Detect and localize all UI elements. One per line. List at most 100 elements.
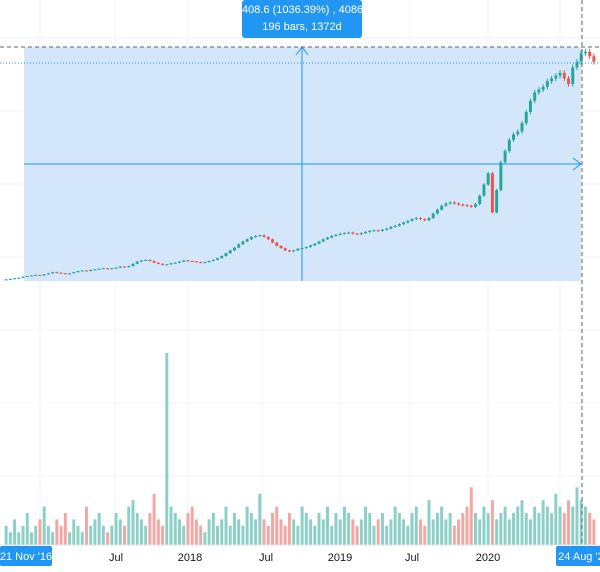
candle-body bbox=[262, 235, 266, 237]
candle-body bbox=[575, 61, 579, 68]
volume-bar bbox=[368, 513, 372, 545]
candle-body bbox=[59, 272, 63, 274]
volume-bar bbox=[512, 513, 516, 545]
volume-bar bbox=[228, 525, 232, 545]
time-axis: Jul 2018 Jul 2019 Jul 2020 21 Nov '16 24 Aug '2… bbox=[0, 544, 600, 572]
candle-body bbox=[131, 263, 135, 267]
candle-body bbox=[410, 219, 414, 221]
candle-body bbox=[114, 267, 118, 269]
candle-body bbox=[330, 235, 334, 238]
volume-bar bbox=[97, 513, 101, 545]
candle-body bbox=[211, 259, 215, 261]
candle-body bbox=[368, 230, 372, 232]
volume-bar bbox=[300, 506, 304, 545]
candle-body bbox=[152, 261, 156, 263]
candle-body bbox=[182, 260, 186, 262]
candle-body bbox=[139, 260, 143, 262]
volume-bar bbox=[165, 353, 169, 545]
volume-bar bbox=[190, 506, 194, 545]
candle-body bbox=[4, 279, 8, 281]
candle-body bbox=[38, 274, 42, 276]
candle-body bbox=[123, 266, 126, 268]
volume-bar bbox=[304, 513, 308, 545]
candle-body bbox=[347, 232, 351, 234]
candle-body bbox=[300, 248, 304, 250]
candle-body bbox=[72, 272, 76, 274]
candle-body bbox=[533, 92, 537, 101]
volume-bar bbox=[156, 519, 160, 545]
volume-bar bbox=[385, 525, 389, 545]
candle-body bbox=[469, 205, 473, 207]
candle-body bbox=[389, 226, 393, 229]
candle-body bbox=[393, 225, 397, 227]
candle-body bbox=[296, 248, 300, 251]
candle-body bbox=[478, 195, 482, 205]
volume-bar bbox=[537, 513, 541, 545]
volume-bar bbox=[211, 513, 215, 545]
candle-body bbox=[385, 228, 389, 230]
volume-bar bbox=[541, 500, 545, 545]
candle-body bbox=[194, 261, 198, 263]
volume-bar bbox=[520, 500, 524, 545]
volume-bar bbox=[139, 519, 143, 545]
candle-body bbox=[169, 263, 173, 265]
volume-bar bbox=[444, 519, 448, 545]
time-axis-tick: Jul bbox=[259, 552, 273, 564]
volume-bar bbox=[296, 525, 300, 545]
volume-bar bbox=[380, 513, 384, 545]
candle-body bbox=[583, 51, 587, 54]
candle-body bbox=[376, 230, 380, 232]
volume-bar bbox=[207, 519, 211, 545]
candle-body bbox=[541, 86, 545, 90]
volume-bar bbox=[283, 525, 287, 545]
volume-bar bbox=[30, 532, 33, 545]
time-axis-bg bbox=[0, 545, 600, 572]
candle-body bbox=[203, 262, 207, 264]
candle-body bbox=[448, 202, 452, 204]
volume-bar bbox=[482, 506, 486, 545]
candle-body bbox=[397, 224, 401, 226]
candle-body bbox=[482, 184, 486, 196]
candle-body bbox=[558, 72, 562, 76]
candle-body bbox=[165, 264, 169, 266]
candle-body bbox=[232, 247, 236, 251]
volume-bar bbox=[199, 525, 203, 545]
measure-tooltip-line-1: 408.6 (1036.39%) , 4086 bbox=[242, 4, 364, 16]
volume-bar bbox=[533, 506, 537, 545]
volume-bar bbox=[279, 519, 283, 545]
candle-body bbox=[457, 203, 461, 205]
volume-bar bbox=[186, 513, 190, 545]
candle-body bbox=[266, 237, 270, 240]
volume-bar bbox=[51, 532, 55, 545]
volume-bar bbox=[558, 506, 562, 545]
candle-body bbox=[84, 270, 88, 272]
volume-bar bbox=[499, 513, 503, 545]
volume-bar bbox=[465, 506, 469, 545]
candle-body bbox=[461, 204, 465, 206]
candle-body bbox=[173, 262, 177, 264]
candle-body bbox=[275, 242, 279, 246]
volume-bar bbox=[347, 513, 351, 545]
candle-body bbox=[592, 56, 596, 62]
time-axis-tick: 2018 bbox=[178, 552, 202, 564]
volume-bar bbox=[486, 513, 490, 545]
candle-body bbox=[283, 248, 287, 251]
candle-body bbox=[97, 268, 101, 270]
candle-body bbox=[118, 266, 122, 268]
volume-bar bbox=[237, 519, 241, 545]
candle-body bbox=[440, 205, 444, 210]
volume-bar bbox=[148, 513, 152, 545]
volume-bar bbox=[254, 519, 258, 545]
candle-body bbox=[545, 81, 549, 87]
candle-body bbox=[465, 205, 469, 207]
end-date-badge bbox=[556, 546, 600, 566]
volume-bar bbox=[72, 519, 76, 545]
candle-body bbox=[271, 239, 274, 243]
measure-tooltip: 408.6 (1036.39%) , 4086 196 bars, 1372d bbox=[242, 0, 364, 38]
candle-body bbox=[520, 123, 524, 132]
candle-body bbox=[144, 259, 148, 261]
volume-bar bbox=[59, 525, 63, 545]
candle-body bbox=[364, 231, 368, 234]
